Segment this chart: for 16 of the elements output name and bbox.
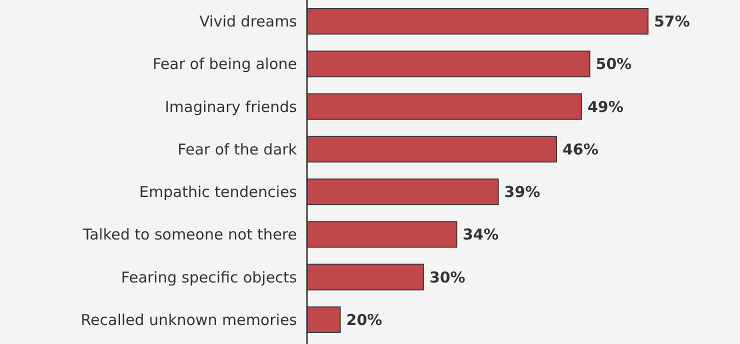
y-tick-label: Empathic tendencies: [139, 183, 298, 202]
y-tick-label: Fearing specific objects: [121, 268, 298, 286]
y-tick-label: Recalled unknown memories: [80, 310, 298, 329]
data-label: 20%: [346, 310, 382, 329]
data-label: 34%: [462, 226, 499, 244]
y-tick-label: Imaginary friends: [164, 98, 298, 116]
data-label: 46%: [562, 140, 598, 158]
data-label: 30%: [429, 268, 466, 286]
data-label: 50%: [596, 55, 632, 74]
data-label: 39%: [504, 183, 540, 202]
y-tick-label: Fear of being alone: [152, 55, 297, 74]
data-label: 57%: [654, 12, 690, 31]
y-tick-label: Talked to someone not there: [82, 226, 297, 244]
y-tick-label: Fear of the dark: [178, 140, 298, 158]
y-tick-label: Vivid dreams: [199, 12, 298, 31]
data-label: 49%: [587, 98, 624, 116]
